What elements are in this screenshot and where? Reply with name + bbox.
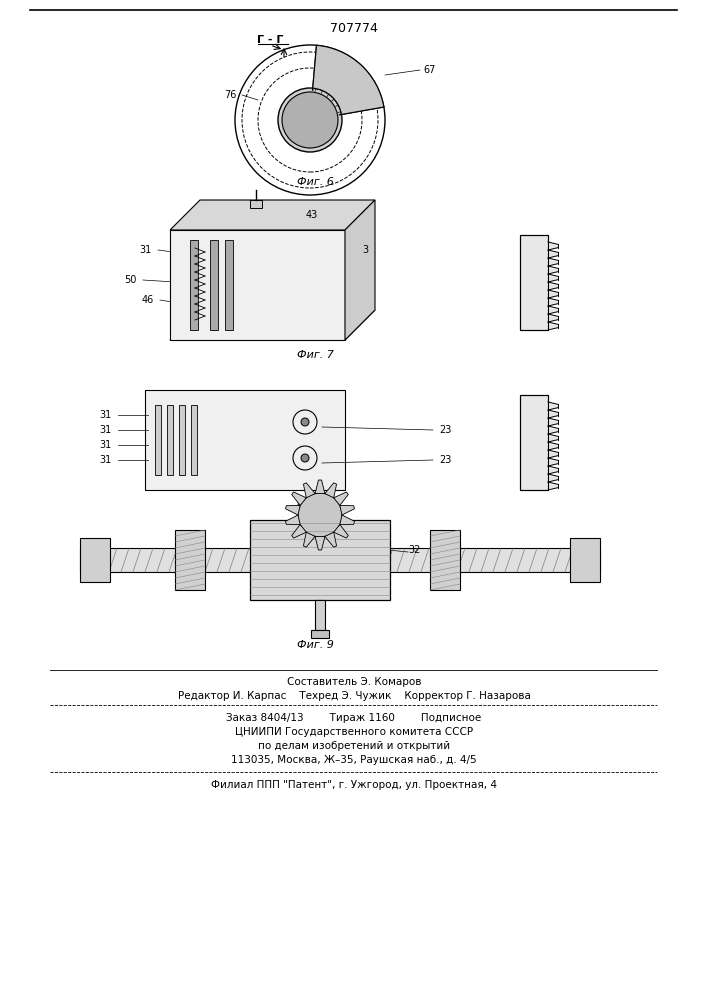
Polygon shape [334, 525, 349, 538]
Polygon shape [548, 426, 558, 434]
Polygon shape [548, 258, 558, 266]
Bar [155, 405, 161, 475]
Polygon shape [315, 536, 325, 550]
Polygon shape [548, 250, 558, 258]
Wedge shape [312, 45, 384, 114]
Bar [179, 405, 185, 475]
Text: 31: 31 [99, 455, 111, 465]
Polygon shape [548, 306, 558, 314]
Bar [520, 235, 548, 330]
Text: 31: 31 [99, 410, 111, 420]
Bar [80, 538, 110, 582]
Polygon shape [345, 200, 375, 340]
Polygon shape [548, 274, 558, 282]
Bar [315, 600, 325, 630]
Text: 23: 23 [439, 455, 451, 465]
Bar [190, 240, 198, 330]
Polygon shape [170, 200, 375, 230]
Text: Фиг. 8: Фиг. 8 [296, 500, 334, 510]
Bar [210, 240, 218, 330]
Polygon shape [325, 532, 337, 547]
Circle shape [282, 92, 338, 148]
Polygon shape [548, 410, 558, 418]
Polygon shape [548, 402, 558, 410]
Polygon shape [548, 290, 558, 298]
Polygon shape [292, 492, 306, 505]
Text: 31: 31 [139, 245, 151, 255]
Bar [145, 390, 345, 490]
Text: Г - Г: Г - Г [257, 35, 284, 45]
Polygon shape [548, 458, 558, 466]
Polygon shape [292, 525, 306, 538]
Bar [430, 530, 460, 590]
Polygon shape [334, 492, 349, 505]
Text: 50: 50 [124, 275, 136, 285]
Text: Составитель Э. Комаров: Составитель Э. Комаров [287, 677, 421, 687]
Polygon shape [303, 483, 315, 498]
Text: 3: 3 [362, 245, 368, 255]
Text: 3: 3 [192, 307, 198, 317]
Bar [225, 240, 233, 330]
Bar [520, 235, 548, 330]
Bar [250, 520, 390, 600]
Bar [250, 200, 262, 208]
Text: 32: 32 [409, 545, 421, 555]
Text: ЦНИИПИ Государственного комитета СССР: ЦНИИПИ Государственного комитета СССР [235, 727, 473, 737]
Text: 31: 31 [99, 425, 111, 435]
Polygon shape [548, 242, 558, 250]
Text: Филиал ППП "Патент", г. Ужгород, ул. Проектная, 4: Филиал ППП "Патент", г. Ужгород, ул. Про… [211, 780, 497, 790]
Bar [80, 548, 600, 572]
Polygon shape [548, 474, 558, 482]
Bar [311, 630, 329, 638]
Text: Фиг. 7: Фиг. 7 [296, 350, 334, 360]
Polygon shape [548, 298, 558, 306]
Polygon shape [548, 482, 558, 490]
Circle shape [301, 454, 309, 462]
Circle shape [298, 493, 342, 537]
Polygon shape [286, 515, 300, 525]
Polygon shape [548, 314, 558, 322]
Polygon shape [548, 442, 558, 450]
Text: 23: 23 [439, 425, 451, 435]
Text: 707774: 707774 [330, 21, 378, 34]
Polygon shape [170, 310, 375, 340]
Text: 113035, Москва, Ж–35, Раушская наб., д. 4/5: 113035, Москва, Ж–35, Раушская наб., д. … [231, 755, 477, 765]
Bar [520, 395, 548, 490]
Polygon shape [286, 505, 300, 515]
Text: 67: 67 [423, 65, 436, 75]
Text: Фиг. 6: Фиг. 6 [296, 177, 334, 187]
Polygon shape [170, 230, 345, 340]
Polygon shape [548, 322, 558, 330]
Text: по делам изобретений и открытий: по делам изобретений и открытий [258, 741, 450, 751]
Bar [191, 405, 197, 475]
Text: 43: 43 [306, 210, 318, 220]
Polygon shape [548, 418, 558, 426]
Polygon shape [548, 266, 558, 274]
Polygon shape [548, 450, 558, 458]
Text: 31: 31 [99, 440, 111, 450]
Text: Фиг. 9: Фиг. 9 [296, 640, 334, 650]
Text: 46: 46 [142, 295, 154, 305]
Polygon shape [303, 532, 315, 547]
Text: Заказ 8404/13        Тираж 1160        Подписное: Заказ 8404/13 Тираж 1160 Подписное [226, 713, 481, 723]
Text: 76: 76 [224, 90, 236, 100]
Bar [167, 405, 173, 475]
Circle shape [301, 418, 309, 426]
Bar [520, 395, 548, 490]
Polygon shape [340, 505, 354, 515]
Bar [570, 538, 600, 582]
Bar [175, 530, 205, 590]
Polygon shape [325, 483, 337, 498]
Polygon shape [548, 434, 558, 442]
Polygon shape [340, 515, 354, 525]
Circle shape [278, 88, 342, 152]
Polygon shape [548, 282, 558, 290]
Text: Редактор И. Карпас    Техред Э. Чужик    Корректор Г. Назарова: Редактор И. Карпас Техред Э. Чужик Корре… [177, 691, 530, 701]
Polygon shape [548, 466, 558, 474]
Polygon shape [315, 480, 325, 494]
